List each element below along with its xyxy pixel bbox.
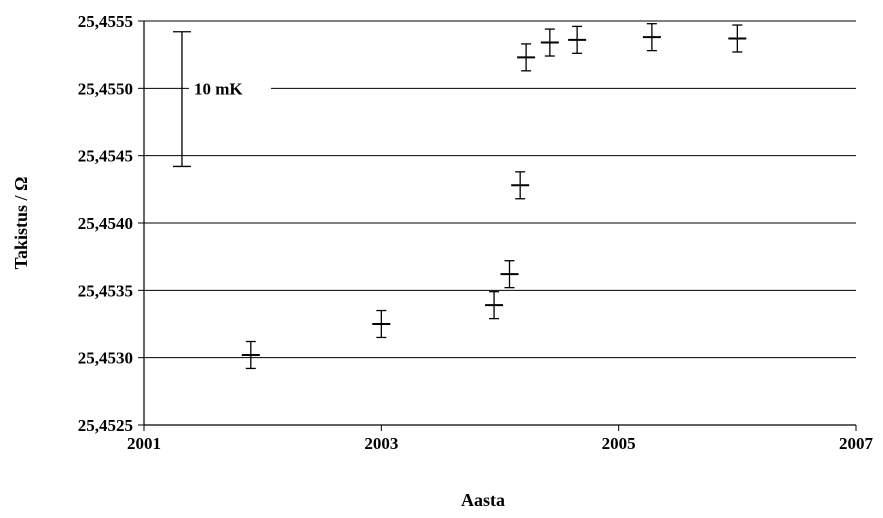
x-axis-ticks: 2001 2003 2005 2007 bbox=[127, 425, 874, 453]
data-point bbox=[372, 309, 391, 339]
y-axis-title: Takistus / Ω bbox=[11, 177, 31, 270]
y-tick-label: 25,4525 bbox=[78, 416, 133, 435]
data-point bbox=[568, 25, 587, 54]
data-point bbox=[485, 291, 504, 320]
y-tick-label: 25,4530 bbox=[78, 349, 133, 368]
y-axis-ticks: 25,4525 25,4530 25,4535 25,4540 25,4545 25,45… bbox=[78, 12, 144, 435]
x-tick-label: 2005 bbox=[602, 434, 636, 453]
x-axis-title: Aasta bbox=[461, 490, 505, 510]
scale-bar-label-bg bbox=[188, 74, 271, 103]
data-points bbox=[241, 23, 747, 370]
data-point bbox=[517, 43, 536, 72]
data-point bbox=[728, 24, 747, 53]
data-point bbox=[241, 340, 260, 370]
y-tick-label: 25,4535 bbox=[78, 281, 133, 300]
x-tick-label: 2001 bbox=[127, 434, 161, 453]
scale-bar-label: 10 mK bbox=[194, 79, 243, 98]
data-point bbox=[540, 28, 559, 57]
y-tick-label: 25,4545 bbox=[78, 147, 133, 166]
x-tick-label: 2003 bbox=[364, 434, 398, 453]
y-tick-label: 25,4555 bbox=[78, 12, 133, 31]
data-point bbox=[642, 23, 661, 52]
data-point bbox=[511, 171, 530, 200]
y-tick-label: 25,4540 bbox=[78, 214, 133, 233]
y-tick-label: 25,4550 bbox=[78, 79, 133, 98]
scale-bar: 10 mK bbox=[172, 31, 271, 168]
x-tick-label: 2007 bbox=[839, 434, 874, 453]
data-point bbox=[500, 260, 519, 289]
grid-lines bbox=[144, 20, 856, 359]
